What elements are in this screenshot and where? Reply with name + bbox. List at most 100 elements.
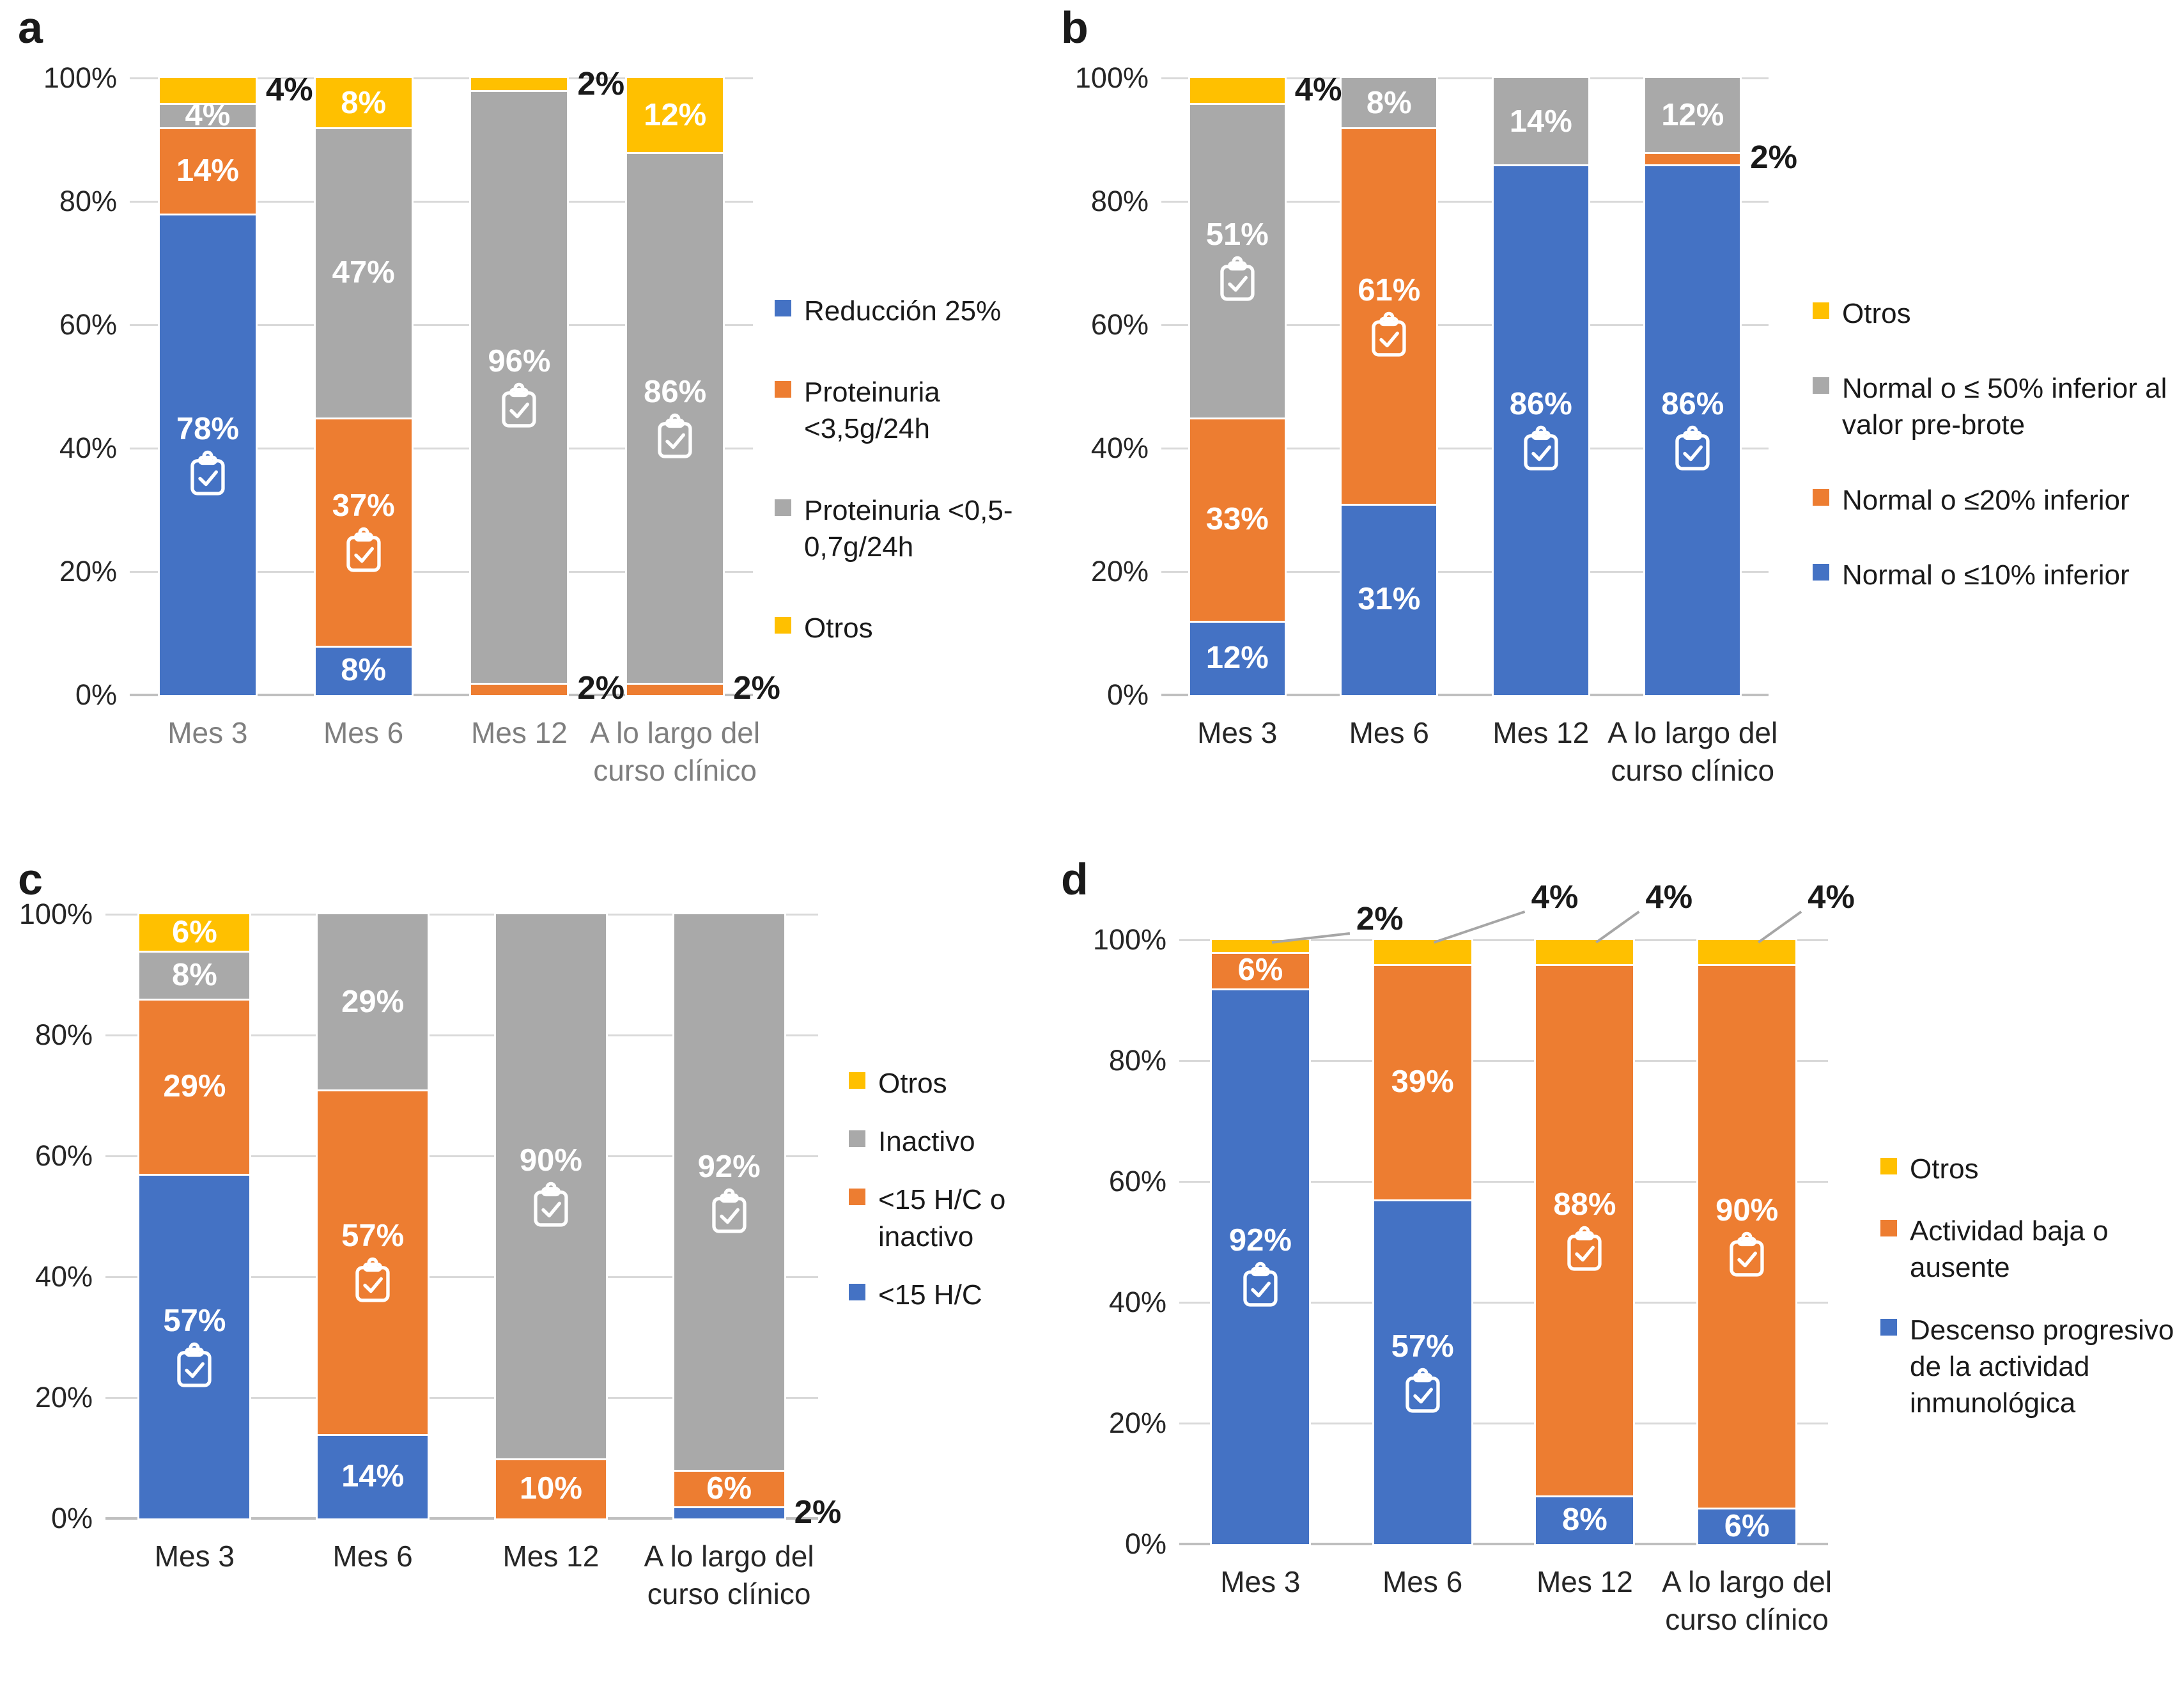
outside-value-label: 2% bbox=[577, 65, 625, 102]
bar-segment: 8% bbox=[139, 950, 250, 999]
bar-a-lo-largo-del-curso-cl-nico: 86% 12% bbox=[627, 78, 724, 695]
bar-mes-6: 57% 39% bbox=[1374, 940, 1471, 1544]
panel-letter-b: b bbox=[1061, 3, 1088, 52]
y-axis-tick-label: 60% bbox=[59, 308, 117, 341]
legend-swatch bbox=[1880, 1318, 1897, 1336]
panel-letter-d: d bbox=[1061, 854, 1088, 904]
gridline bbox=[1161, 200, 1769, 203]
bar-segment: 57% bbox=[139, 1174, 250, 1518]
gridline bbox=[1161, 324, 1769, 326]
bar-segment: 57% bbox=[1374, 1199, 1471, 1544]
y-axis-tick-label: 100% bbox=[1092, 923, 1166, 956]
segment-label-group: 86% bbox=[1510, 386, 1572, 473]
clipboard-check-icon bbox=[1372, 311, 1406, 357]
y-axis-tick-label: 100% bbox=[1074, 61, 1149, 94]
segment-value-label: 57% bbox=[163, 1303, 226, 1338]
bar-segment: 4% bbox=[159, 98, 256, 132]
gridline bbox=[1179, 1301, 1828, 1304]
bar-mes-6: 31% 61% 8% bbox=[1342, 78, 1437, 695]
legend-swatch bbox=[775, 300, 791, 316]
x-axis-category-label: Mes 12 bbox=[470, 716, 568, 749]
bar-segment bbox=[1536, 940, 1634, 964]
segment-label-group: 92% bbox=[1229, 1222, 1292, 1309]
segment-value-label: 12% bbox=[644, 97, 707, 132]
legend-label: Reducción 25% bbox=[804, 295, 1002, 327]
segment-value-label: 29% bbox=[163, 1069, 226, 1104]
segment-value-label: 8% bbox=[1561, 1502, 1607, 1538]
y-axis-tick-label: 0% bbox=[75, 678, 117, 711]
gridline bbox=[1161, 570, 1769, 573]
x-axis-category-label: Mes 6 bbox=[323, 716, 404, 749]
clipboard-check-icon bbox=[711, 1188, 747, 1233]
y-axis-tick-label: 0% bbox=[1124, 1527, 1166, 1560]
outside-value-label: 2% bbox=[1750, 139, 1797, 176]
panel-letter-a: a bbox=[18, 3, 43, 52]
outside-value-label: 4% bbox=[265, 71, 313, 108]
bar-segment: 33% bbox=[1189, 417, 1285, 621]
segment-value-label: 88% bbox=[1553, 1187, 1616, 1222]
bar-segment bbox=[1645, 152, 1740, 165]
legend-label: Otros bbox=[1842, 298, 1911, 329]
bar-segment: 92% bbox=[674, 914, 784, 1470]
segment-value-label: 37% bbox=[332, 488, 395, 524]
legend-item: Reducción 25% bbox=[775, 293, 1037, 329]
bar-segment bbox=[627, 682, 724, 695]
bar-segment: 10% bbox=[495, 1458, 606, 1518]
outside-value-label: 2% bbox=[733, 669, 780, 706]
bar-segment: 92% bbox=[1211, 988, 1309, 1544]
bar-segment bbox=[1211, 940, 1309, 952]
bar-segment: 8% bbox=[315, 78, 412, 128]
bar-segment bbox=[1374, 940, 1471, 964]
legend-swatch bbox=[1813, 377, 1829, 394]
segment-value-label: 47% bbox=[332, 254, 395, 290]
segment-label-group: 57% bbox=[163, 1303, 226, 1390]
legend-swatch bbox=[1813, 563, 1829, 581]
legend-item: Normal o ≤ 50% inferior al valor pre-bro… bbox=[1813, 370, 2184, 443]
bar-segment bbox=[471, 682, 568, 695]
bar-segment bbox=[674, 1506, 784, 1518]
segment-value-label: 6% bbox=[1237, 953, 1283, 988]
segment-value-label: 92% bbox=[1228, 1223, 1292, 1258]
segment-value-label: 86% bbox=[644, 374, 707, 409]
clipboard-check-icon bbox=[355, 1258, 390, 1302]
bar-a-lo-largo-del-curso-cl-nico: 6% 92% bbox=[674, 914, 784, 1518]
y-axis-tick-label: 100% bbox=[19, 898, 93, 930]
legend-item: Otros bbox=[775, 610, 1037, 646]
x-axis-line bbox=[1179, 1543, 1828, 1545]
gridline bbox=[1161, 77, 1769, 79]
bar-segment: 6% bbox=[1211, 951, 1309, 988]
outside-value-label: 2% bbox=[1356, 900, 1404, 937]
legend-swatch bbox=[849, 1072, 865, 1089]
segment-value-label: 6% bbox=[706, 1470, 752, 1506]
y-axis-tick-label: 20% bbox=[1090, 555, 1149, 588]
gridline bbox=[105, 1155, 818, 1157]
legend-item: Proteinuria <0,5-0,7g/24h bbox=[775, 492, 1037, 565]
legend-label: Normal o ≤10% inferior bbox=[1842, 559, 2130, 591]
legend-swatch bbox=[775, 381, 791, 398]
bar-segment: 88% bbox=[1536, 963, 1634, 1496]
legend-label: Normal o ≤20% inferior bbox=[1842, 484, 2130, 516]
bar-segment: 96% bbox=[471, 90, 568, 683]
segment-value-label: 78% bbox=[176, 411, 239, 446]
segment-label-group: 96% bbox=[488, 343, 550, 430]
legend-b: Otros Normal o ≤ 50% inferior al valor pr… bbox=[1813, 295, 2184, 593]
segment-label-group: 37% bbox=[332, 488, 395, 575]
segment-label-group: 57% bbox=[341, 1218, 404, 1305]
x-axis-category-label: A lo largo del curso clínico bbox=[1662, 1565, 1832, 1636]
bar-segment: 14% bbox=[1493, 78, 1588, 165]
bar-segment: 14% bbox=[318, 1433, 428, 1518]
gridline bbox=[130, 77, 753, 79]
clipboard-check-icon bbox=[534, 1181, 568, 1227]
y-axis-tick-label: 20% bbox=[59, 555, 117, 588]
legend-label: <15 H/C o inactivo bbox=[878, 1184, 1006, 1252]
gridline bbox=[105, 1034, 818, 1036]
bar-segment: 29% bbox=[318, 914, 428, 1090]
legend-swatch bbox=[1813, 302, 1829, 319]
clipboard-check-icon bbox=[1730, 1231, 1764, 1277]
leader-line bbox=[1595, 910, 1640, 944]
legend-swatch bbox=[1880, 1220, 1897, 1237]
legend-c: Otros Inactivo <15 H/C o inactivo <15 H/C bbox=[849, 1065, 1041, 1313]
bar-segment: 78% bbox=[159, 214, 256, 695]
leader-line bbox=[1433, 910, 1526, 944]
y-axis-tick-label: 40% bbox=[1108, 1286, 1166, 1318]
